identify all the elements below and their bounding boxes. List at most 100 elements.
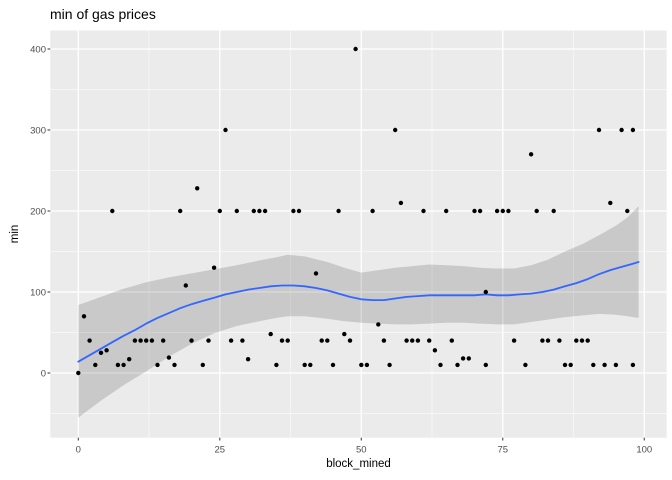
data-point — [302, 362, 307, 368]
data-point — [625, 208, 630, 214]
x-tick-label: 50 — [356, 445, 367, 456]
data-point — [149, 338, 155, 343]
data-point — [81, 314, 87, 319]
panel-background — [50, 30, 667, 438]
data-point — [608, 200, 613, 206]
data-point — [500, 208, 505, 214]
data-point — [291, 208, 296, 214]
data-point — [444, 208, 449, 214]
data-point — [115, 362, 121, 368]
data-point — [472, 208, 477, 214]
data-point — [234, 208, 239, 214]
data-point — [342, 331, 347, 337]
data-point — [104, 348, 109, 353]
data-point — [228, 338, 234, 343]
x-tick-label: 0 — [76, 445, 81, 456]
data-point — [545, 338, 551, 343]
data-point — [200, 362, 205, 368]
data-point — [460, 356, 466, 361]
y-tick-label: 200 — [30, 206, 46, 217]
data-point — [540, 338, 545, 343]
data-point — [579, 338, 585, 343]
data-point — [274, 362, 279, 368]
data-point — [568, 362, 573, 368]
data-point — [183, 283, 188, 288]
data-point — [438, 362, 443, 368]
data-point — [178, 208, 183, 214]
x-tick-label: 100 — [636, 445, 652, 456]
data-point — [483, 362, 488, 368]
y-tick-label: 300 — [30, 125, 46, 136]
data-point — [132, 338, 138, 343]
y-axis-title: min — [9, 224, 21, 244]
data-point — [251, 208, 256, 214]
data-point — [206, 338, 211, 343]
data-point — [325, 338, 330, 343]
data-point — [387, 362, 392, 368]
data-point — [370, 208, 375, 214]
data-point — [415, 338, 421, 343]
data-point — [98, 350, 104, 355]
data-point — [121, 362, 126, 368]
data-point — [449, 338, 454, 343]
data-point — [93, 362, 98, 368]
confidence-ribbon — [78, 206, 639, 418]
x-tick-label: 75 — [497, 445, 508, 456]
y-tick-label: 0 — [41, 368, 46, 379]
data-point — [523, 362, 528, 368]
data-point — [534, 208, 539, 214]
data-point — [285, 338, 290, 343]
data-point — [376, 322, 381, 327]
data-point — [161, 338, 166, 343]
data-point — [585, 338, 590, 343]
data-point — [217, 208, 222, 214]
data-point — [511, 338, 517, 343]
data-point — [223, 127, 228, 133]
data-point — [630, 127, 636, 133]
data-point — [127, 357, 132, 362]
data-point — [466, 356, 471, 361]
data-point — [477, 208, 483, 214]
y-tick-label: 100 — [30, 287, 46, 298]
data-point — [404, 338, 409, 343]
data-point — [336, 208, 341, 214]
data-point — [189, 338, 194, 343]
data-point — [353, 46, 358, 52]
data-point — [596, 127, 602, 133]
data-point — [313, 271, 319, 276]
data-point — [381, 338, 387, 343]
data-point — [319, 338, 324, 343]
data-point — [421, 208, 426, 214]
data-point — [591, 362, 596, 368]
data-point — [262, 208, 268, 214]
data-point — [245, 357, 251, 362]
data-point — [166, 355, 172, 360]
data-point — [551, 208, 556, 214]
data-point — [427, 338, 432, 343]
data-point — [630, 362, 636, 368]
data-point — [268, 331, 273, 337]
data-point — [110, 208, 115, 214]
data-point — [562, 362, 568, 368]
data-point — [330, 362, 336, 368]
data-point — [87, 338, 92, 343]
data-point — [144, 338, 149, 343]
plot-title: min of gas prices — [50, 6, 156, 22]
y-tick-label: 400 — [30, 44, 46, 55]
data-point — [296, 208, 302, 214]
data-point — [506, 208, 511, 214]
data-point — [432, 348, 438, 353]
data-point — [494, 208, 500, 214]
data-point — [574, 338, 579, 343]
data-point — [455, 362, 460, 368]
data-point — [172, 362, 177, 368]
data-point — [138, 338, 143, 343]
data-point — [279, 338, 285, 343]
data-point — [528, 152, 534, 157]
data-point — [76, 370, 81, 376]
data-point — [364, 362, 370, 368]
smooth-line — [77, 261, 640, 363]
data-point — [240, 338, 245, 343]
